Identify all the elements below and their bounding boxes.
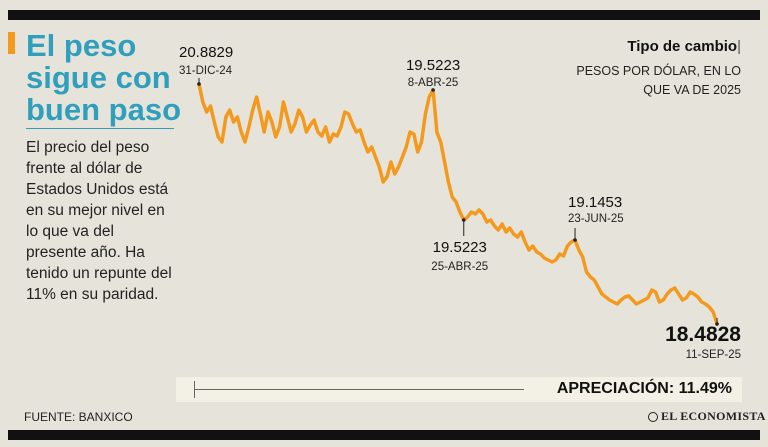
annotation-low-value: 19.5223 xyxy=(433,239,487,256)
top-frame-bar xyxy=(8,10,760,20)
appreciation-label: APRECIACIÓN: 11.49% xyxy=(556,380,732,397)
annotation-peak-date: 8-ABR-25 xyxy=(408,77,459,89)
annotation-june-dot xyxy=(573,238,577,242)
bottom-frame-bar xyxy=(8,430,760,440)
subtitle-cursor-mark: | xyxy=(737,38,741,55)
chart-subtitle-title-text: Tipo de cambio xyxy=(627,38,738,55)
series-line xyxy=(197,82,719,326)
annotation-end-value: 18.4828 xyxy=(665,323,741,346)
annotation-start-date: 31-DIC-24 xyxy=(179,65,233,77)
chart-marks: 20.8829 31-DIC-24 19.5223 8-ABR-25 19.5223 25… xyxy=(179,44,741,361)
annotation-end-date: 11-SEP-25 xyxy=(686,349,741,361)
publisher-logo: EL ECONOMISTA xyxy=(648,409,766,424)
annotation-june-value: 19.1453 xyxy=(568,194,622,211)
annotation-low-dot xyxy=(461,218,466,222)
source-note: FUENTE: BANXICO xyxy=(24,410,133,424)
annotation-start-value: 20.8829 xyxy=(179,44,233,61)
appreciation-bracket-line xyxy=(194,389,524,390)
appreciation-bar: APRECIACIÓN: 11.49% xyxy=(176,377,742,402)
annotation-start-dot xyxy=(197,82,201,86)
annotation-peak-value: 19.5223 xyxy=(406,57,460,74)
headline: El peso sigue con buen paso xyxy=(26,28,182,127)
annotation-peak-dot xyxy=(431,88,435,92)
chart-subtitle-text: PESOS POR DÓLAR, EN LO QUE VA DE 2025 xyxy=(576,64,741,97)
description: El precio del peso frente al dólar de Es… xyxy=(26,139,172,303)
annotation-end-dot xyxy=(715,322,719,326)
annotation-low-date: 25-ABR-25 xyxy=(431,261,488,273)
headline-accent-mark xyxy=(8,32,15,54)
headline-rule xyxy=(26,128,174,129)
annotation-june-date: 23-JUN-25 xyxy=(568,213,624,225)
logo-text: EL ECONOMISTA xyxy=(661,409,766,423)
logo-emblem-icon xyxy=(648,412,658,422)
chart-subtitle-title: Tipo de cambio| xyxy=(627,38,741,55)
